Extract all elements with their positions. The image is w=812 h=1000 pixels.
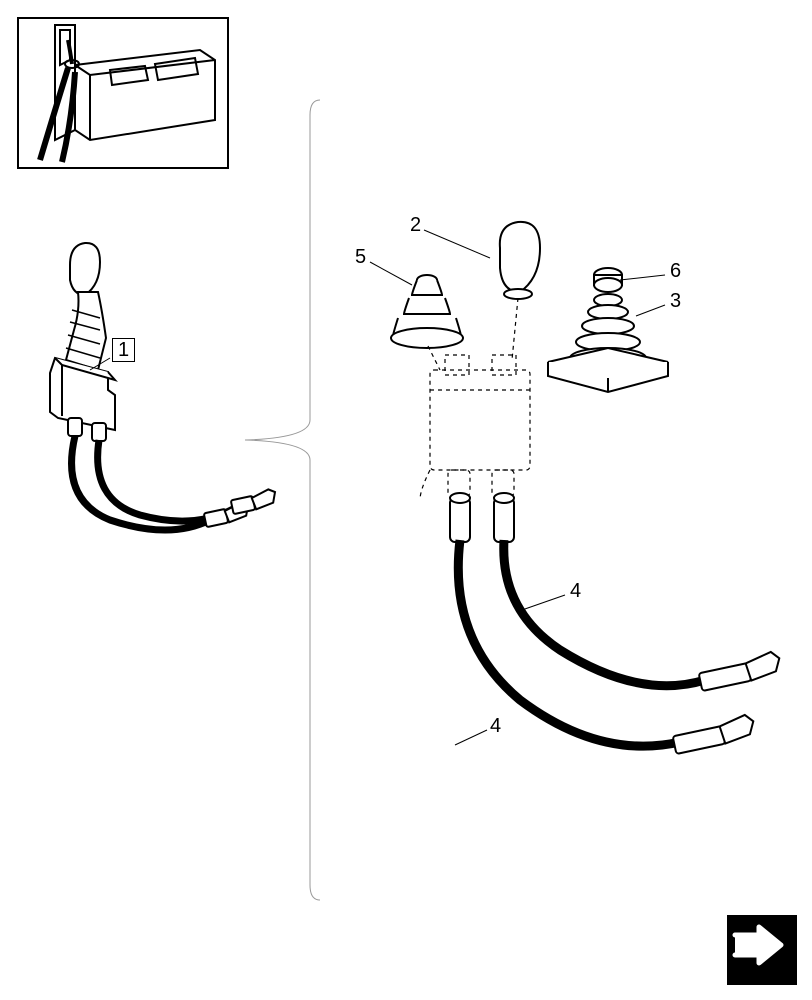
arrow-right-icon	[727, 915, 787, 975]
leader-lines	[90, 230, 665, 745]
callout-4a: 4	[570, 580, 581, 603]
thumbnail-inset	[18, 18, 228, 168]
callout-4b: 4	[490, 715, 501, 738]
next-page-arrow[interactable]	[727, 915, 797, 985]
callout-6-label: 6	[670, 260, 681, 282]
callout-1-label: 1	[112, 338, 135, 362]
callout-4b-label: 4	[490, 715, 501, 737]
callout-4a-label: 4	[570, 580, 581, 602]
callout-3: 3	[670, 290, 681, 313]
assembly-joystick	[50, 243, 278, 530]
part-base	[548, 268, 668, 392]
callout-5-label: 5	[355, 246, 366, 268]
part-boot	[391, 275, 463, 348]
diagram-page: 1 2 5 6 3 4 4	[0, 0, 812, 1000]
callout-2-label: 2	[410, 214, 421, 236]
callout-1: 1	[112, 338, 135, 362]
callout-5: 5	[355, 246, 366, 269]
callout-2: 2	[410, 214, 421, 237]
diagram-svg	[0, 0, 812, 1000]
callout-3-label: 3	[670, 290, 681, 312]
callout-6: 6	[670, 260, 681, 283]
part-knob	[500, 222, 540, 299]
